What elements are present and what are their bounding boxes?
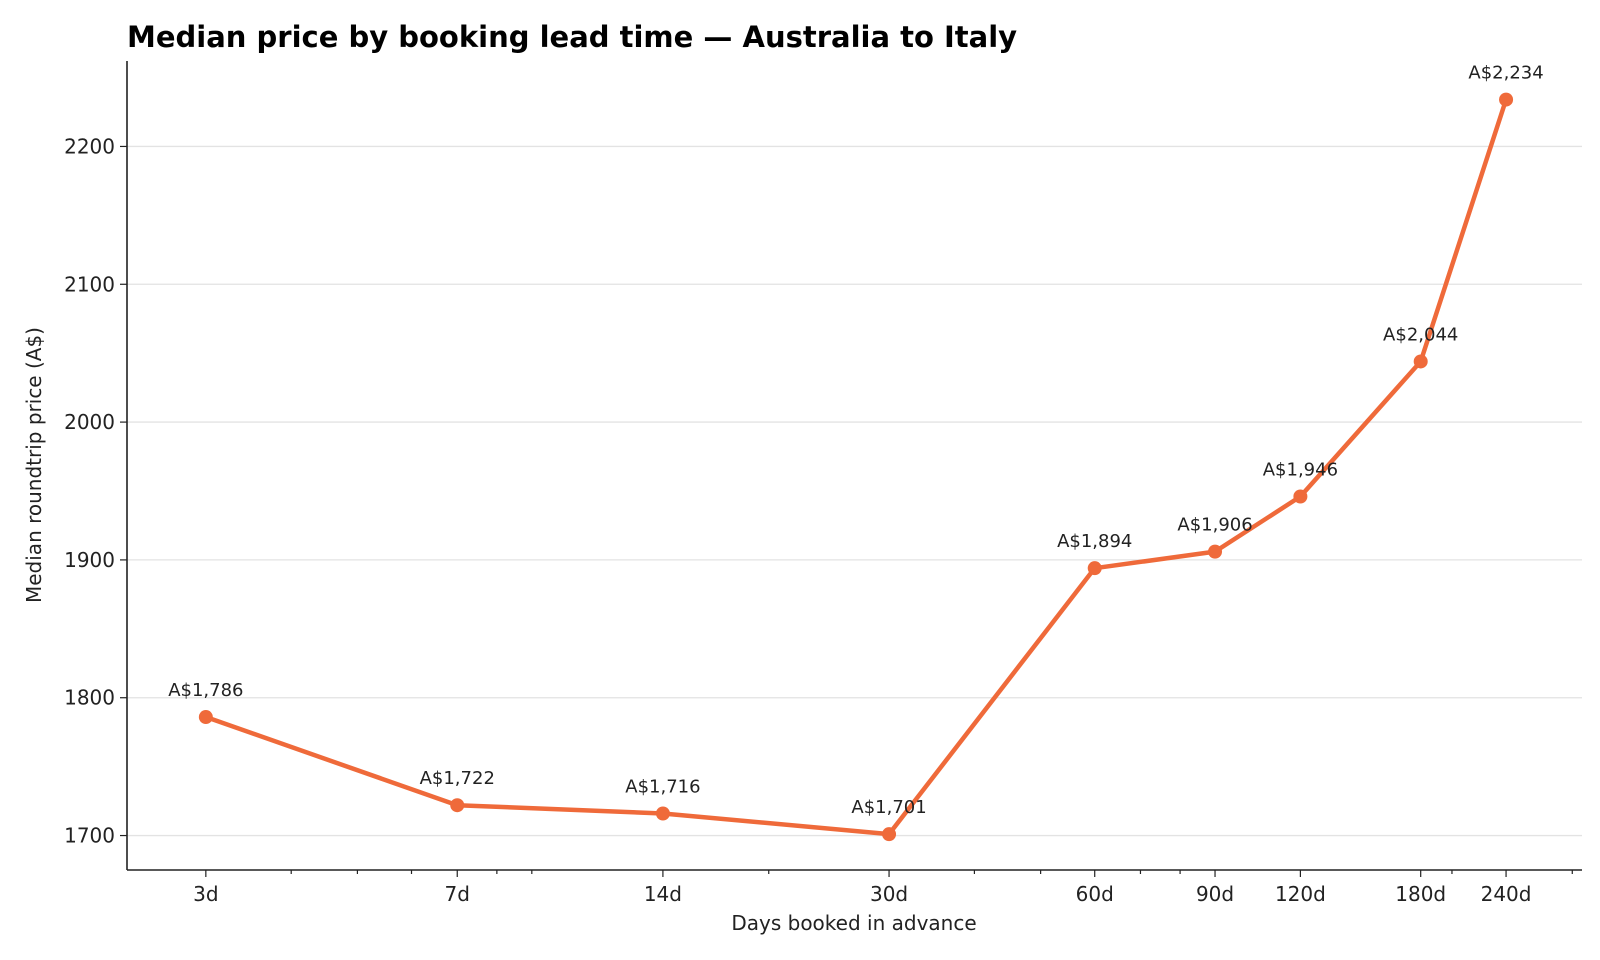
data-label: A$2,234 [1468,63,1543,84]
series-price [198,92,1514,842]
x-tick-label: 90d [1196,882,1234,906]
data-point [1413,354,1428,369]
x-tick-label: 180d [1395,882,1446,906]
data-point [198,710,213,725]
data-point [450,798,465,813]
data-point [1208,544,1223,559]
data-point [1293,489,1308,504]
data-label: A$1,722 [420,768,495,789]
y-axis-ticks: 1700 1800 1900 2000 2100 2200 [64,134,127,848]
data-label: A$1,701 [851,797,926,818]
y-axis-label: Median roundtrip price (A$) [22,327,46,603]
y-tick-label: 2200 [64,134,115,158]
data-point [1499,92,1514,107]
chart-title: Median price by booking lead time — Aust… [127,20,1017,54]
data-point [655,806,670,821]
x-tick-label: 240d [1481,882,1532,906]
data-label: A$1,894 [1057,531,1132,552]
x-axis-label: Days booked in advance [731,911,976,935]
data-point [1087,561,1102,576]
x-tick-label: 30d [870,882,908,906]
axes [126,61,1582,871]
data-labels: A$1,786 A$1,722 A$1,716 A$1,701 A$1,894 A$1,9… [168,63,1544,819]
x-tick-label: 60d [1076,882,1114,906]
x-tick-label: 7d [445,882,470,906]
y-tick-label: 2000 [64,410,115,434]
x-axis-ticks: 3d 7d 14d 30d 60d 90d 120d 180d 240d [193,870,1573,906]
x-tick-label: 3d [193,882,218,906]
data-label: A$1,716 [625,776,700,797]
y-tick-label: 1700 [64,824,115,848]
data-label: A$1,906 [1177,515,1252,536]
y-tick-label: 1800 [64,686,115,710]
gridlines [127,145,1582,837]
y-tick-label: 2100 [64,272,115,296]
data-label: A$1,946 [1263,460,1338,481]
x-tick-label: 120d [1275,882,1326,906]
data-label: A$1,786 [168,680,243,701]
x-tick-label: 14d [644,882,682,906]
data-label: A$2,044 [1383,324,1458,345]
data-point [882,827,897,842]
y-tick-label: 1900 [64,548,115,572]
